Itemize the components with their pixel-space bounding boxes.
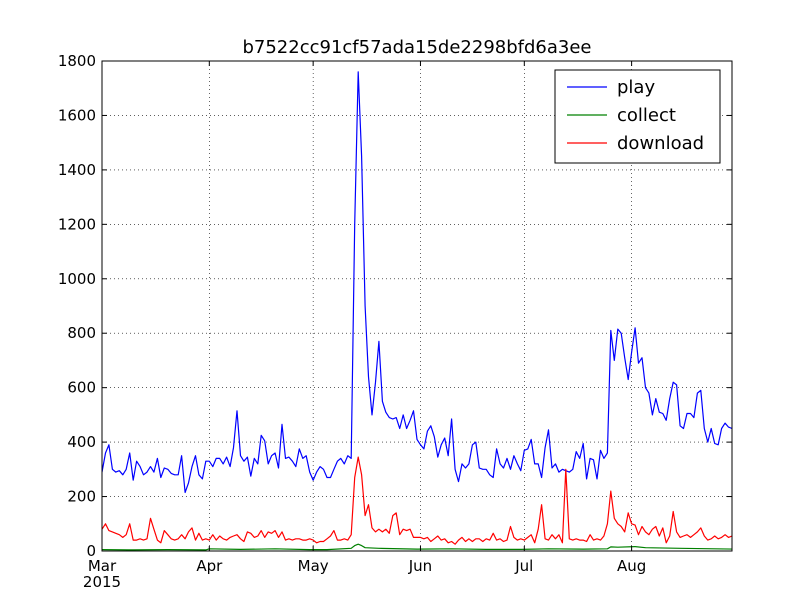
y-tick-label: 1800 <box>58 52 96 70</box>
y-tick-label: 1600 <box>58 106 96 124</box>
x-tick-label: Aug <box>617 557 646 575</box>
plot-frame <box>101 60 733 552</box>
grid-lines <box>102 61 732 551</box>
legend-label-play: play <box>617 77 655 98</box>
legend-box <box>554 69 721 164</box>
legend-label-download: download <box>617 133 704 154</box>
series-line-download <box>102 456 732 545</box>
x-tick-label: May <box>298 557 329 575</box>
y-tick-label: 600 <box>67 379 96 397</box>
y-tick-label: 200 <box>67 488 96 506</box>
y-tick-label: 1000 <box>58 270 96 288</box>
legend: play collect download <box>554 69 721 164</box>
series-line-collect <box>102 543 732 551</box>
x-tick-sublabel: 2015 <box>83 573 121 591</box>
y-tick-label: 1400 <box>58 161 96 179</box>
legend-label-collect: collect <box>617 105 676 126</box>
x-tick-label: Jul <box>514 557 533 575</box>
series-lines <box>102 71 732 551</box>
y-tick-label: 1200 <box>58 215 96 233</box>
chart-title: b7522cc91cf57ada15de2298bfd6a3ee <box>242 37 591 58</box>
y-tick-label: 800 <box>67 324 96 342</box>
axis-ticks: 0 200 400 600 800 1000 1200 1400 1600 1800 Mar2015… <box>58 52 732 591</box>
x-tick-label: Mar <box>88 557 117 575</box>
y-tick-label: 0 <box>86 542 96 560</box>
x-tick-label: Apr <box>196 557 223 575</box>
x-tick-label: Jun <box>408 557 432 575</box>
y-tick-label: 400 <box>67 433 96 451</box>
series-line-play <box>102 71 732 494</box>
